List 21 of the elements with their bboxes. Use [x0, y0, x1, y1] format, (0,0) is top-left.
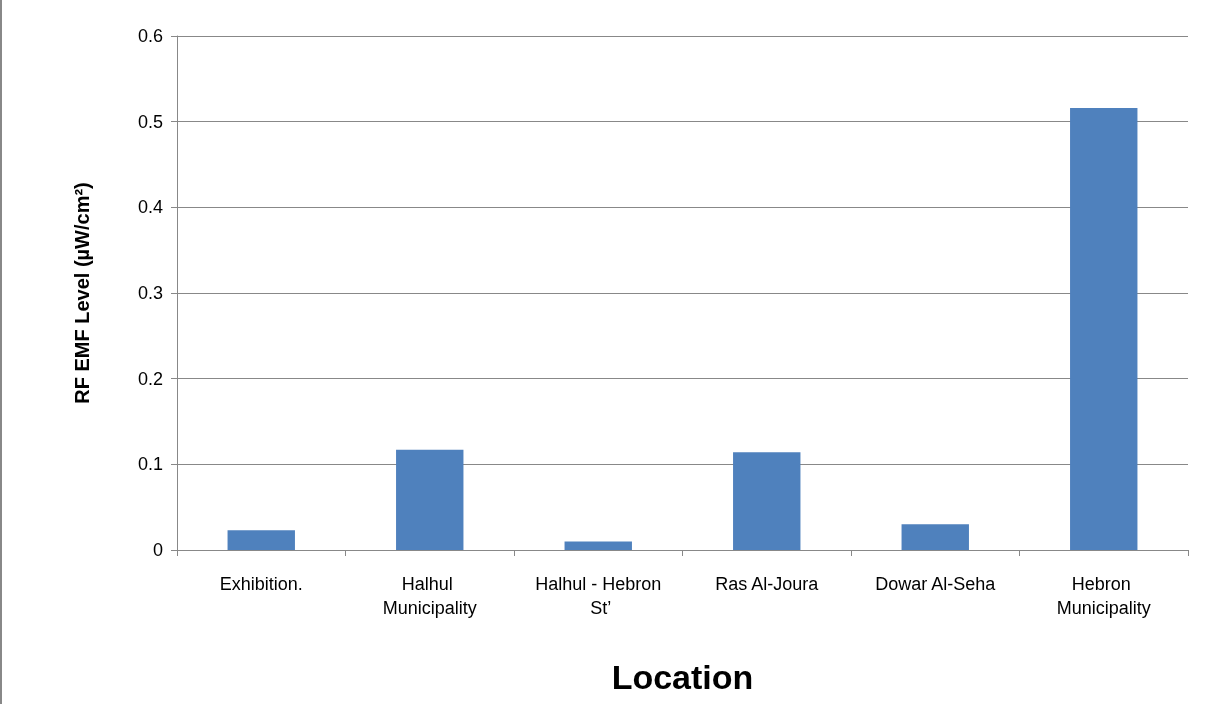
y-tick-label: 0.4 — [137, 197, 163, 218]
x-tick-label: Hebron Municipality — [1056, 574, 1151, 618]
x-tick-label: Dowar Al-Seha — [875, 574, 997, 594]
y-tick-label: 0.6 — [137, 26, 163, 46]
bar — [901, 524, 969, 550]
x-tick-label: Halhul Municipality — [382, 574, 477, 618]
y-tick-label: 0.2 — [137, 368, 163, 389]
bar — [396, 449, 464, 550]
bar — [733, 452, 801, 550]
x-tick-label: Ras Al-Joura — [715, 574, 820, 594]
bar — [564, 541, 632, 550]
bar — [227, 530, 295, 550]
x-tick-label: Halhul - Hebron St’ — [535, 574, 662, 618]
y-tick-label: 0.5 — [137, 111, 163, 132]
x-tick-label: Exhibition. — [219, 574, 303, 594]
x-axis-title: Location — [611, 658, 754, 696]
y-axis-title: RF EMF Level (µW/cm²) — [71, 182, 93, 404]
y-tick-label: 0.3 — [137, 283, 163, 303]
bar — [1070, 107, 1138, 550]
y-tick-label: 0 — [152, 540, 163, 560]
y-tick-label: 0.1 — [137, 454, 163, 475]
